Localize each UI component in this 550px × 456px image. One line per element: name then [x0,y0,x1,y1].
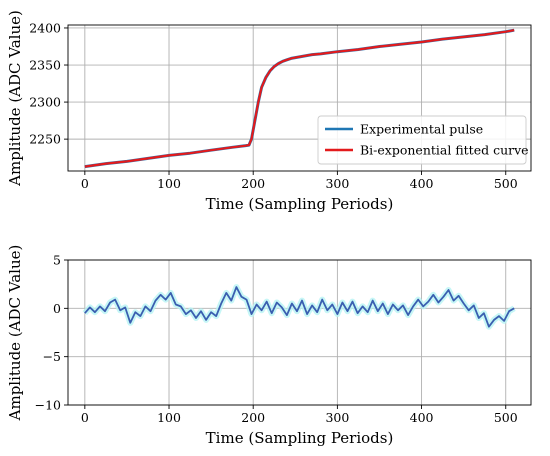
top-chart-frame [67,24,532,172]
x-tick-label: 100 [157,410,181,425]
y-tick-label: 2250 [29,132,61,147]
x-tick-label: 200 [241,176,265,191]
y-tick-label: −5 [43,349,61,364]
residual-line [84,286,515,328]
y-tick-label: 2350 [29,58,61,73]
x-tick-label: 500 [494,410,518,425]
bottom-chart-panel: 0 100 200 300 400 500 5 0 −5 −10 Time (Sampling … [6,245,532,447]
y-tick-label: −10 [35,398,61,413]
bottom-chart-series [82,284,516,330]
bottom-chart-grid [68,259,531,406]
top-chart-y-axis-title: Amplitude (ADC Value) [6,10,24,187]
y-tick-label: 0 [53,301,61,316]
top-chart-y-ticks: 2250 2300 2350 2400 [29,20,68,147]
y-tick-label: 2300 [29,95,61,110]
x-tick-label: 300 [325,410,349,425]
y-tick-label: 5 [53,253,61,268]
x-tick-label: 0 [81,410,89,425]
legend-label-fitted-curve: Bi-exponential fitted curve [360,143,529,158]
top-chart-x-axis-title: Time (Sampling Periods) [206,195,394,213]
top-chart-x-ticks: 0 100 200 300 400 500 [81,171,518,191]
bottom-chart-x-axis-title: Time (Sampling Periods) [206,429,394,447]
top-chart-series [84,28,515,169]
bottom-chart-y-ticks: 5 0 −5 −10 [35,253,68,413]
series-line-bi-exponential-fitted-curve [84,29,515,168]
x-tick-label: 100 [157,176,181,191]
top-chart-legend: Experimental pulse Bi-exponential fitted… [317,115,529,165]
top-chart-grid [68,25,531,171]
top-chart-panel: 0 100 200 300 400 500 2250 2300 2350 2400 Time (… [6,10,532,213]
x-tick-label: 200 [241,410,265,425]
legend-box [317,115,527,165]
bottom-chart-frame [67,259,532,406]
x-tick-label: 500 [494,176,518,191]
x-tick-label: 400 [410,410,434,425]
bottom-chart-x-ticks: 0 100 200 300 400 500 [81,405,518,425]
y-tick-label: 2400 [29,20,61,35]
legend-label-experimental-pulse: Experimental pulse [360,122,483,137]
x-tick-label: 0 [81,176,89,191]
x-tick-label: 400 [410,176,434,191]
bottom-chart-y-axis-title: Amplitude (ADC Value) [6,245,24,422]
x-tick-label: 300 [325,176,349,191]
